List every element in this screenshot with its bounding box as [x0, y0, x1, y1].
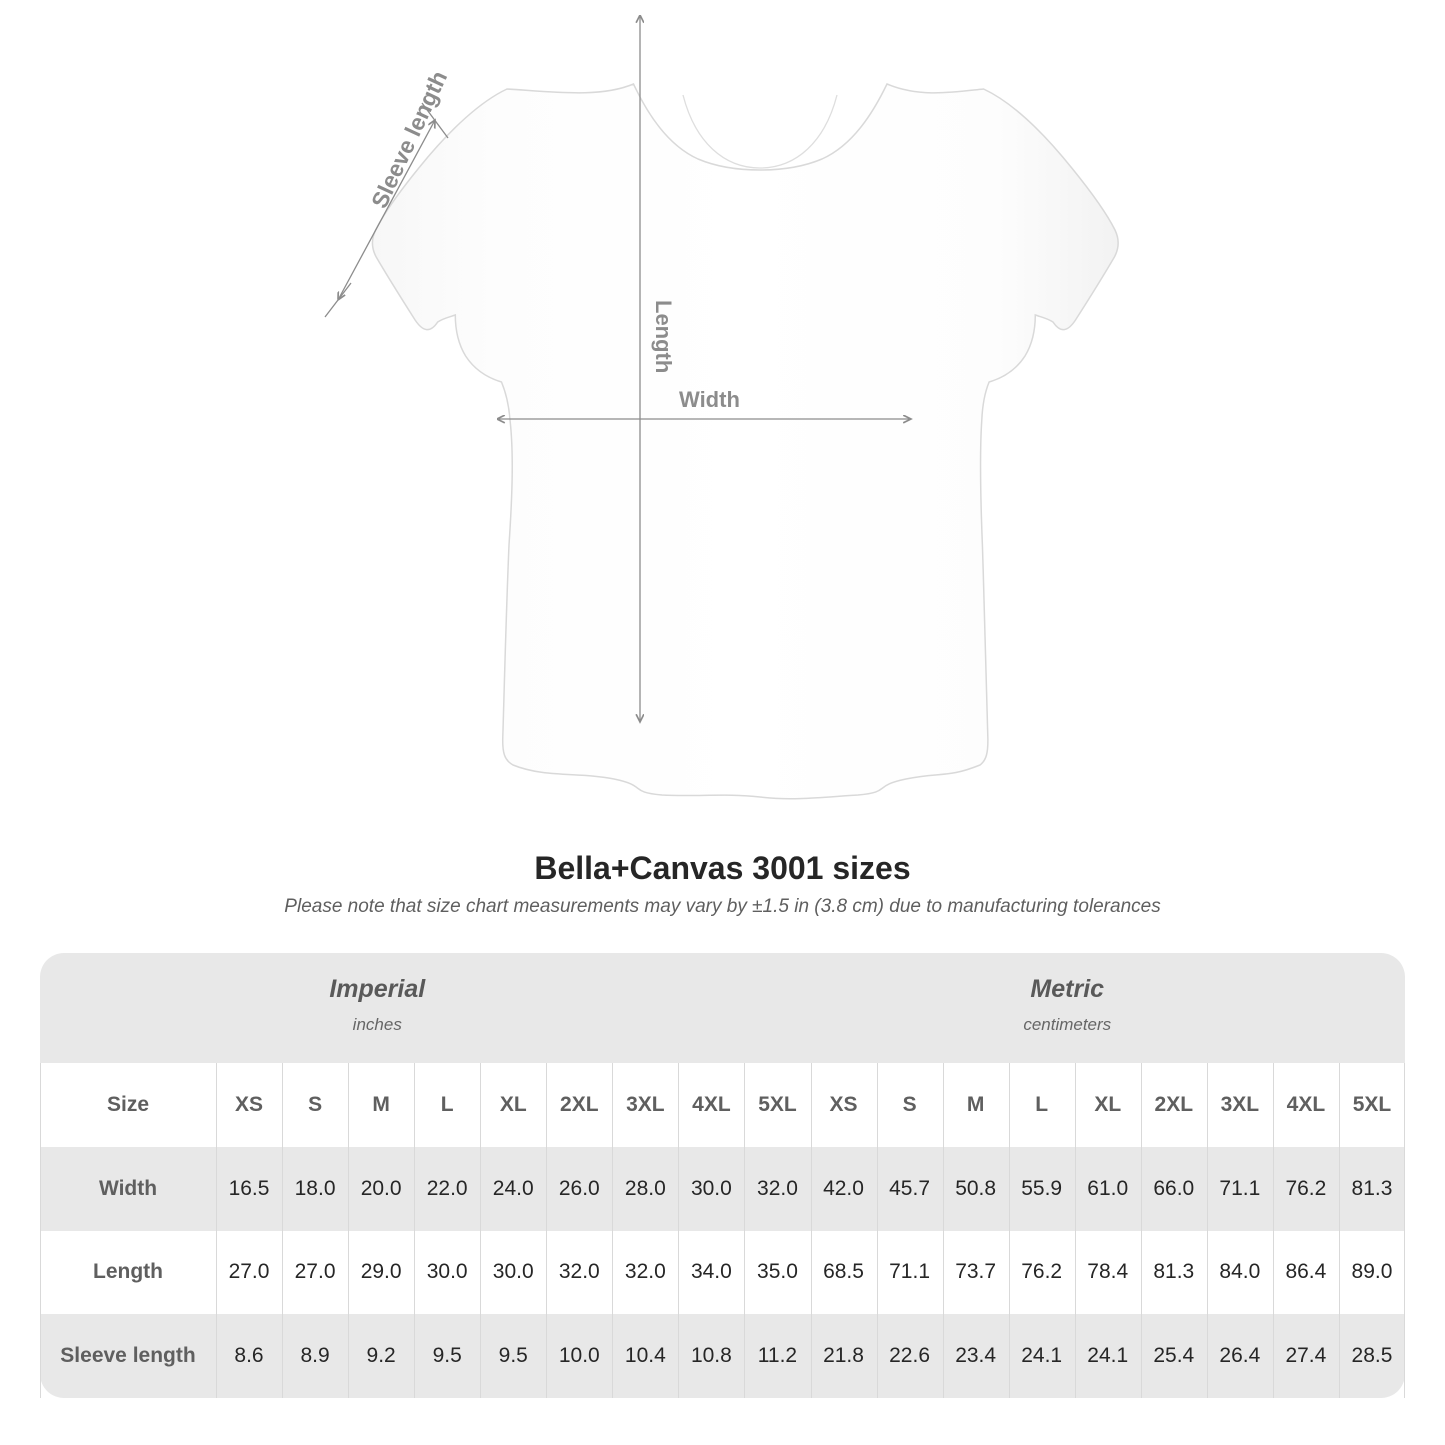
svg-text:Sleeve length: Sleeve length: [366, 67, 452, 212]
svg-text:Width: Width: [679, 387, 740, 412]
svg-text:Length: Length: [651, 300, 676, 373]
